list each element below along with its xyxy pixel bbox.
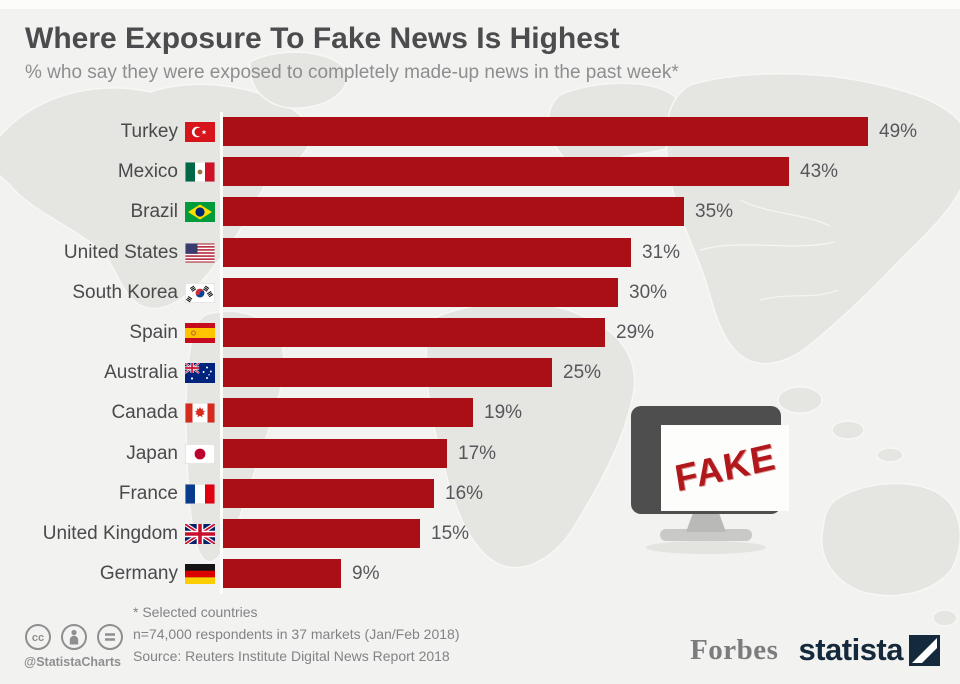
country-label: Spain (129, 321, 178, 343)
chart-row: France 16% (0, 479, 483, 508)
license-block: cc @StatistaCharts (24, 623, 134, 669)
country-label: Japan (126, 442, 178, 464)
chart-row: Germany 9% (0, 559, 379, 588)
value-label: 17% (458, 442, 497, 464)
value-label: 29% (616, 321, 655, 343)
country-label: Australia (104, 361, 178, 383)
value-label: 19% (484, 401, 523, 423)
bar (223, 439, 447, 468)
country-label: Mexico (117, 160, 178, 182)
value-label: 25% (563, 361, 602, 383)
country-label: United States (63, 241, 178, 263)
value-label: 9% (352, 562, 380, 584)
chart-row: Mexico 43% (0, 157, 838, 186)
country-label: France (118, 482, 178, 504)
chart-row: Turkey 49% (0, 117, 917, 146)
chart-row: South Korea 30% (0, 278, 667, 307)
bar (223, 278, 618, 307)
bar (223, 197, 684, 226)
spain-flag-icon (185, 322, 215, 343)
chart-row: Canada 19% (0, 398, 522, 427)
monitor-shadow (646, 541, 766, 554)
france-flag-icon (185, 483, 215, 504)
bar (223, 519, 420, 548)
bar (223, 398, 473, 427)
monitor-screen: FAKE (661, 425, 789, 511)
value-label: 31% (642, 241, 681, 263)
forbes-logo: Forbes (690, 633, 779, 666)
country-label: South Korea (72, 281, 178, 303)
chart-row: Japan 17% (0, 439, 496, 468)
japan-flag-icon (185, 443, 215, 464)
united-states-flag-icon (185, 242, 215, 263)
canada-flag-icon (185, 402, 215, 423)
brazil-flag-icon (185, 201, 215, 222)
chart-row: United Kingdom 15% (0, 519, 469, 548)
bar (223, 358, 552, 387)
value-label: 15% (431, 522, 470, 544)
bar (223, 559, 341, 588)
bar (223, 117, 868, 146)
statista-mark-icon (909, 634, 940, 666)
chart-row: Australia 25% (0, 358, 601, 387)
bar (223, 157, 789, 186)
footnotes: * Selected countries n=74,000 respondent… (133, 601, 459, 667)
united-kingdom-flag-icon (185, 523, 215, 544)
footnote-source: Source: Reuters Institute Digital News R… (133, 648, 450, 664)
chart-row: Spain 29% (0, 318, 654, 347)
svg-text:cc: cc (32, 632, 44, 644)
monitor-frame: FAKE (631, 406, 789, 514)
attribution-icon (60, 623, 88, 651)
fake-label: FAKE (671, 435, 779, 500)
bar (223, 479, 434, 508)
chart-row: Brazil 35% (0, 197, 733, 226)
chart-row: United States 31% (0, 238, 680, 267)
bar (223, 238, 631, 267)
equals-icon (96, 623, 124, 651)
footnote-sample: n=74,000 respondents in 37 markets (Jan/… (133, 626, 460, 642)
credit-handle: @StatistaCharts (24, 655, 121, 669)
statista-logo: statista (798, 632, 940, 668)
statista-wordmark: statista (798, 632, 903, 667)
value-label: 49% (879, 120, 918, 142)
page-title: Where Exposure To Fake News Is Highest (25, 22, 620, 55)
page-subtitle: % who say they were exposed to completel… (25, 62, 679, 83)
country-label: Canada (111, 401, 178, 423)
cc-icon: cc (24, 623, 52, 651)
top-strip (0, 0, 960, 9)
axis-baseline (220, 112, 223, 594)
germany-flag-icon (185, 563, 215, 584)
value-label: 16% (445, 482, 484, 504)
country-label: Germany (99, 562, 178, 584)
country-label: United Kingdom (42, 522, 178, 544)
country-label: Brazil (130, 200, 178, 222)
monitor-illustration: FAKE (612, 398, 802, 558)
brand-logos: Forbes statista (690, 632, 940, 668)
mexico-flag-icon (185, 161, 215, 182)
footnote-selected-countries: * Selected countries (133, 604, 258, 620)
australia-flag-icon (185, 362, 215, 383)
turkey-flag-icon (185, 121, 215, 142)
country-label: Turkey (120, 120, 178, 142)
value-label: 35% (695, 200, 734, 222)
monitor-base (660, 529, 752, 541)
value-label: 43% (800, 160, 839, 182)
south-korea-flag-icon (185, 282, 215, 303)
bar (223, 318, 605, 347)
value-label: 30% (629, 281, 668, 303)
